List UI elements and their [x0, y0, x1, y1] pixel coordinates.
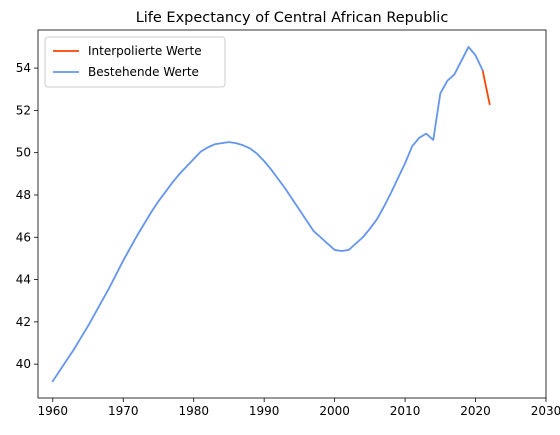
legend-label-0: Interpolierte Werte [88, 44, 202, 58]
x-tick-label: 1990 [249, 404, 280, 418]
chart-title: Life Expectancy of Central African Repub… [136, 10, 449, 26]
y-tick-label: 50 [16, 146, 31, 160]
y-axis-ticks: 40 42 44 46 48 50 52 54 [16, 61, 38, 371]
plot-area [51, 46, 491, 383]
legend-label-1: Bestehende Werte [88, 65, 199, 79]
x-tick-label: 2000 [319, 404, 350, 418]
series-line-0 [481, 69, 491, 106]
y-tick-label: 52 [16, 103, 31, 117]
x-tick-label: 2020 [460, 404, 491, 418]
y-tick-label: 40 [16, 357, 31, 371]
plot-frame [37, 29, 547, 399]
y-tick-label: 46 [16, 230, 31, 244]
y-tick-label: 54 [16, 61, 31, 75]
legend: Interpolierte Werte Bestehende Werte [44, 36, 226, 88]
x-tick-label: 1970 [108, 404, 139, 418]
y-tick-label: 48 [16, 188, 31, 202]
x-tick-label: 1960 [38, 404, 69, 418]
x-axis-ticks: 1960 1970 1980 1990 2000 2010 2020 2030 [38, 398, 560, 418]
legend-box [44, 36, 226, 88]
x-tick-label: 2030 [531, 404, 560, 418]
x-tick-label: 2010 [390, 404, 421, 418]
y-tick-label: 42 [16, 315, 31, 329]
y-tick-label: 44 [16, 273, 31, 287]
x-tick-label: 1980 [178, 404, 209, 418]
series-line-1 [51, 46, 484, 383]
